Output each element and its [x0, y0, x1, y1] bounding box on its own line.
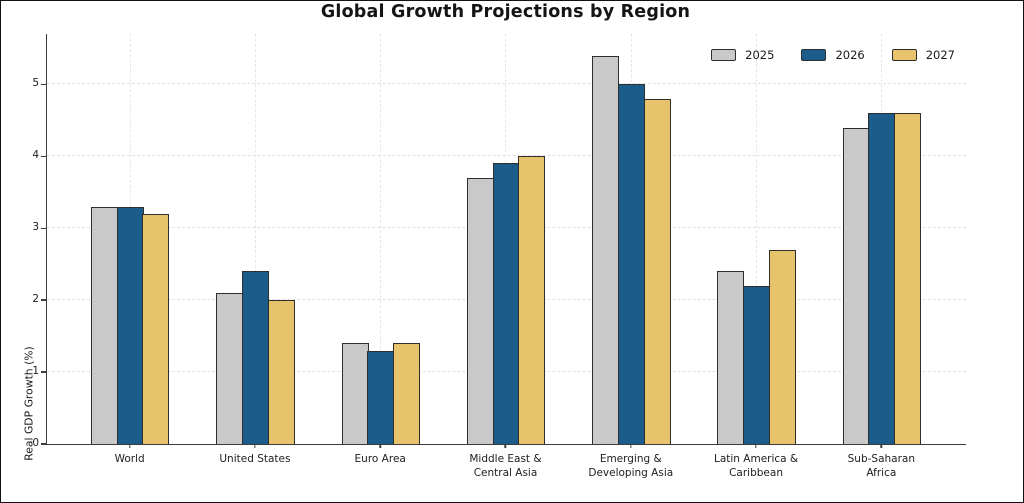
- bar-group-5: [592, 55, 671, 444]
- gridline-x-6: [756, 34, 758, 444]
- category-slot-6: Latin America & Caribbean: [693, 34, 818, 479]
- y-tick-label-3: 3: [32, 221, 39, 234]
- bar-group-1: [91, 206, 170, 444]
- gridline-y-4: [47, 155, 966, 157]
- gridline-x-2: [254, 34, 256, 444]
- y-axis-label-wrap: Real GDP Growth (%): [13, 159, 36, 461]
- y-axis-label: Real GDP Growth (%): [22, 346, 36, 461]
- y-tick-label-4: 4: [32, 149, 39, 162]
- y-tick-label-2: 2: [32, 293, 39, 306]
- legend-swatch-2025: [711, 49, 737, 61]
- x-tick-mark-7: [880, 444, 883, 448]
- bar-2025-4: [466, 177, 494, 444]
- legend-swatch-2027: [891, 49, 917, 61]
- x-category-label-7: Sub-Saharan Africa: [847, 453, 916, 480]
- y-tick-label-0: 0: [32, 437, 39, 449]
- y-tick-mark-0: [41, 443, 46, 445]
- x-tick-mark-1: [128, 444, 131, 448]
- bar-group-4: [466, 156, 546, 444]
- bar-2027-5: [643, 98, 671, 444]
- x-category-label-6: Latin America & Caribbean: [713, 453, 799, 480]
- x-tick-mark-5: [630, 444, 632, 448]
- x-tick-mark-4: [504, 444, 507, 448]
- bar-2026-7: [868, 113, 896, 444]
- bar-2025-7: [842, 127, 870, 444]
- legend-label-2026: 2026: [835, 48, 865, 62]
- bar-2026-2: [242, 271, 270, 444]
- bar-2026-4: [492, 163, 520, 444]
- x-category-label-2: United States: [219, 453, 291, 465]
- y-tick-mark-5: [41, 83, 46, 86]
- bar-2027-6: [768, 249, 796, 444]
- bar-2025-3: [341, 343, 369, 444]
- category-slot-3: Euro Area: [318, 34, 443, 465]
- bar-2027-3: [393, 343, 421, 444]
- legend-item-2027: 2027: [891, 48, 955, 62]
- legend-item-2025: 2025: [711, 48, 774, 62]
- bar-2025-2: [216, 292, 244, 444]
- bar-2027-2: [267, 300, 295, 444]
- category-slot-5: Emerging & Developing Asia: [568, 34, 693, 479]
- bar-group-2: [216, 271, 295, 444]
- x-category-label-1: World: [114, 453, 145, 465]
- legend-item-2026: 2026: [801, 48, 865, 62]
- y-tick-label-5: 5: [32, 77, 39, 90]
- bar-group-6: [717, 249, 796, 444]
- y-tick-mark-4: [41, 155, 46, 157]
- bar-2026-5: [617, 84, 645, 444]
- y-tick-label-1: 1: [32, 365, 39, 378]
- category-slot-1: World: [67, 34, 192, 465]
- x-tick-mark-6: [755, 444, 757, 448]
- legend-label-2025: 2025: [745, 48, 775, 62]
- bar-2025-6: [717, 271, 745, 444]
- bar-group-7: [842, 113, 922, 444]
- bar-2027-4: [518, 156, 546, 444]
- category-slot-7: Sub-Saharan Africa: [819, 34, 944, 479]
- bar-groups-container: World United States Euro Area Middle East &…: [47, 34, 966, 479]
- category-slot-4: Middle East & Central Asia: [443, 34, 568, 479]
- legend: 2025 2026 2027: [711, 48, 955, 62]
- category-slot-2: United States: [192, 34, 317, 465]
- bar-2026-1: [116, 206, 144, 444]
- bar-2027-7: [894, 113, 922, 444]
- plot-area: World United States Euro Area Middle East &…: [46, 34, 966, 479]
- x-tick-mark-2: [254, 444, 256, 448]
- bar-2026-3: [367, 350, 395, 444]
- gridline-x-3: [380, 34, 382, 444]
- legend-label-2027: 2027: [925, 48, 955, 62]
- chart-title: Global Growth Projections by Region: [320, 2, 691, 22]
- gridline-y-5: [47, 83, 966, 85]
- y-tick-mark-3: [41, 227, 46, 229]
- bar-2026-6: [743, 285, 771, 444]
- y-tick-mark-2: [41, 299, 46, 301]
- x-tick-mark-3: [379, 444, 381, 448]
- y-tick-mark-1: [41, 371, 46, 373]
- x-category-label-4: Middle East & Central Asia: [469, 453, 542, 480]
- bar-2025-5: [592, 55, 620, 444]
- bar-group-3: [341, 343, 421, 444]
- x-category-label-5: Emerging & Developing Asia: [588, 453, 674, 480]
- legend-swatch-2026: [801, 49, 827, 61]
- x-category-label-3: Euro Area: [354, 453, 406, 465]
- bar-2025-1: [91, 206, 119, 444]
- bar-2027-1: [142, 213, 170, 444]
